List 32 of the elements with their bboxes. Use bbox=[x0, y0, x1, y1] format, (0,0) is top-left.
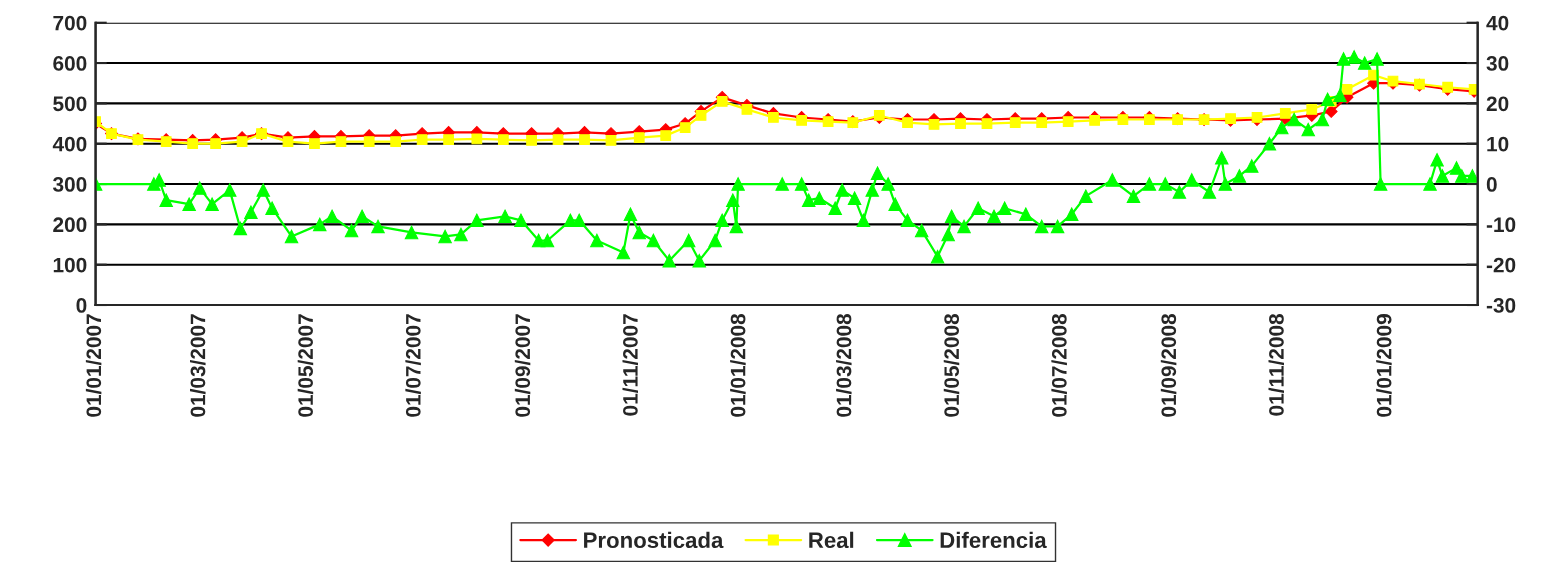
x-tick-label: 01/03/2008 bbox=[836, 313, 852, 417]
x-tick-label: 01/03/2007 bbox=[190, 314, 206, 417]
x-tick-label: 01/05/2008 bbox=[943, 313, 960, 417]
x-tick-label: 01/07/2008 bbox=[1051, 313, 1067, 417]
legend-label: Pronosticada bbox=[584, 531, 724, 549]
y-tick-label: 100 bbox=[53, 257, 87, 273]
x-tick-label: 01/11/2007 bbox=[622, 314, 638, 416]
y-tick-label: 700 bbox=[53, 15, 87, 31]
x-tick-label: 01/07/2007 bbox=[405, 314, 421, 417]
x-tick-label: 01/01/2007 bbox=[85, 314, 102, 417]
y-tick-label: 400 bbox=[52, 136, 87, 152]
y-tick-label: 300 bbox=[52, 177, 87, 192]
x-tick-label: 01/09/2008 bbox=[1160, 313, 1177, 417]
legend-label: Diferencia bbox=[940, 531, 1047, 549]
x-tick-label: 01/01/2008 bbox=[730, 313, 746, 417]
y2-tick-label: 30 bbox=[1486, 56, 1509, 71]
y2-tick-label: -30 bbox=[1486, 298, 1516, 313]
y2-tick-label: 40 bbox=[1486, 15, 1509, 31]
y2-tick-label: -20 bbox=[1486, 257, 1516, 273]
x-tick-label: 01/05/2007 bbox=[297, 314, 314, 417]
y2-tick-label: -10 bbox=[1486, 217, 1516, 233]
x-tick-label: 01/01/2009 bbox=[1376, 314, 1392, 417]
y2-tick-label: 20 bbox=[1486, 96, 1509, 112]
y-tick-label: 600 bbox=[53, 56, 87, 71]
y-tick-label: 0 bbox=[76, 298, 87, 313]
x-tick-label: 01/11/2008 bbox=[1268, 313, 1285, 416]
legend-label: Real bbox=[809, 531, 854, 549]
y-tick-label: 500 bbox=[53, 96, 87, 112]
y2-tick-label: 0 bbox=[1486, 177, 1497, 192]
y-tick-label: 200 bbox=[53, 217, 87, 233]
y2-tick-label: 10 bbox=[1487, 136, 1509, 152]
x-tick-label: 01/09/2007 bbox=[514, 314, 531, 417]
